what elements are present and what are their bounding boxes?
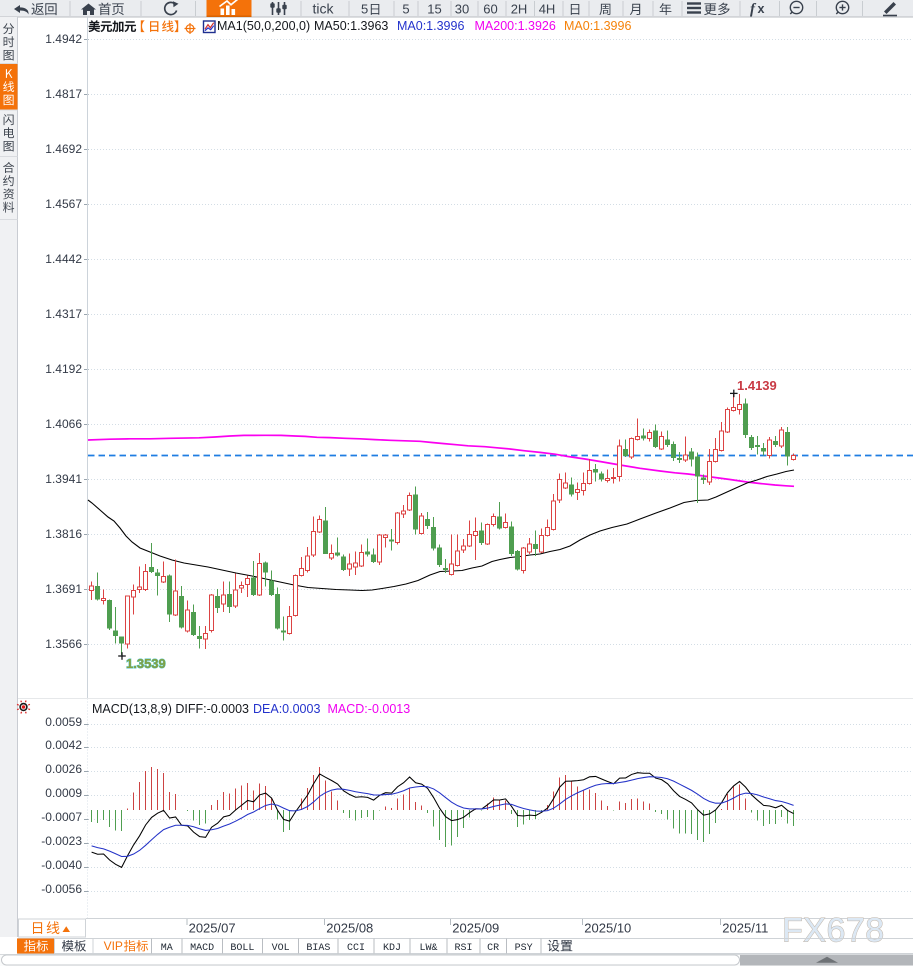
svg-text:MA200:1.3926: MA200:1.3926 xyxy=(475,19,556,33)
svg-text:1.4942: 1.4942 xyxy=(45,32,82,46)
svg-text:1.3539: 1.3539 xyxy=(126,656,166,671)
svg-text:-0.0040: -0.0040 xyxy=(41,858,82,872)
svg-text:1.4567: 1.4567 xyxy=(45,197,82,211)
svg-text:KDJ: KDJ xyxy=(383,943,401,954)
svg-text:1.4317: 1.4317 xyxy=(45,307,82,321)
svg-text:MA50:1.3963: MA50:1.3963 xyxy=(314,19,388,33)
svg-text:1.4817: 1.4817 xyxy=(45,87,82,101)
svg-text:1.3816: 1.3816 xyxy=(45,527,82,541)
svg-text:-0.0007: -0.0007 xyxy=(41,810,82,824)
svg-text:1.4066: 1.4066 xyxy=(45,417,82,431)
svg-text:0.0009: 0.0009 xyxy=(45,786,82,800)
svg-text:30: 30 xyxy=(455,2,469,17)
svg-text:1.4192: 1.4192 xyxy=(45,362,82,376)
svg-text:x: x xyxy=(758,2,765,16)
svg-text:BIAS: BIAS xyxy=(306,943,330,954)
svg-text:-0.0056: -0.0056 xyxy=(41,882,82,896)
svg-text:BOLL: BOLL xyxy=(230,943,254,954)
svg-text:RSI: RSI xyxy=(454,943,472,954)
svg-text:CR: CR xyxy=(487,943,499,954)
svg-text:MACD: MACD xyxy=(190,943,214,954)
svg-text:5: 5 xyxy=(402,2,409,17)
svg-text:CCI: CCI xyxy=(347,943,365,954)
svg-text:MA0:1.3996: MA0:1.3996 xyxy=(397,19,464,33)
svg-text:MA1(50,0,200,0): MA1(50,0,200,0) xyxy=(217,19,310,33)
svg-text:0.0059: 0.0059 xyxy=(45,715,82,729)
svg-text:tick: tick xyxy=(313,1,335,17)
svg-text:5: 5 xyxy=(361,2,368,17)
svg-text:1.3691: 1.3691 xyxy=(45,582,82,596)
svg-text:f: f xyxy=(750,2,757,18)
svg-text:VOL: VOL xyxy=(272,943,290,954)
svg-text:VIP: VIP xyxy=(104,939,123,953)
svg-text:MACD(13,8,9) DIFF:-0.0003: MACD(13,8,9) DIFF:-0.0003 xyxy=(92,702,249,716)
svg-text:2025/08: 2025/08 xyxy=(326,921,373,936)
svg-text:2025/09: 2025/09 xyxy=(452,921,499,936)
svg-text:2025/11: 2025/11 xyxy=(722,921,768,936)
svg-text:1.3566: 1.3566 xyxy=(45,637,82,651)
svg-text:1.4139: 1.4139 xyxy=(737,378,777,393)
svg-text:0.0042: 0.0042 xyxy=(45,738,82,752)
svg-text:0.0026: 0.0026 xyxy=(45,762,82,776)
svg-text:60: 60 xyxy=(483,2,497,17)
svg-text:MA0:1.3996: MA0:1.3996 xyxy=(564,19,631,33)
svg-text:2H: 2H xyxy=(511,2,528,17)
svg-text:LW&: LW& xyxy=(419,943,437,954)
svg-text:MACD:-0.0013: MACD:-0.0013 xyxy=(328,702,411,716)
svg-text:DEA:0.0003: DEA:0.0003 xyxy=(253,702,320,716)
svg-text:FX678: FX678 xyxy=(782,912,885,950)
svg-text:2025/07: 2025/07 xyxy=(189,921,236,936)
svg-text:1.4692: 1.4692 xyxy=(45,142,82,156)
svg-text:1.4442: 1.4442 xyxy=(45,252,82,266)
svg-text:2025/10: 2025/10 xyxy=(584,921,631,936)
svg-text:-0.0023: -0.0023 xyxy=(41,834,82,848)
svg-text:PSY: PSY xyxy=(515,943,533,954)
svg-text:15: 15 xyxy=(427,2,441,17)
svg-text:MA: MA xyxy=(161,943,173,954)
svg-text:1.3941: 1.3941 xyxy=(45,472,82,486)
svg-text:4H: 4H xyxy=(539,2,556,17)
